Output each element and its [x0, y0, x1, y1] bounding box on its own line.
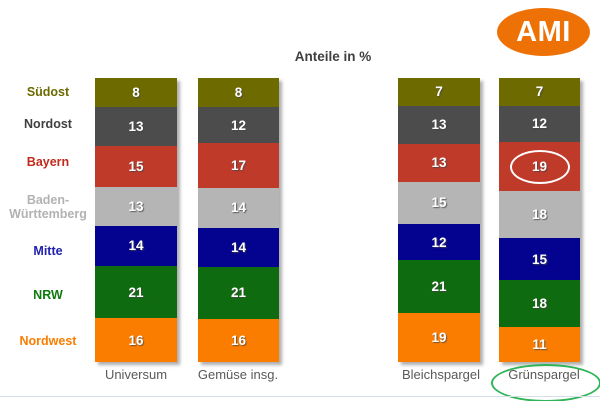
segment-value: 12 [431, 234, 447, 250]
segment-value: 21 [230, 285, 247, 301]
bar-segment-universum-nordost: 13 [95, 107, 177, 146]
bar-segment-gr-nspargel-mitte: 15 [499, 238, 580, 281]
ami-logo: AMI [497, 8, 590, 56]
segment-value: 12 [531, 116, 548, 132]
stacked-bar-bleichspargel: 7 13 13 15 12 21 19 [398, 78, 480, 362]
legend-label-baden-w-rttemberg: Baden-Württemberg [9, 193, 87, 222]
bar-segment-gem-se-insg-nordwest: 16 [198, 318, 279, 362]
bar-segment-gem-se-insg-baden-w-rttemberg: 14 [198, 187, 279, 228]
segment-value: 15 [431, 195, 447, 211]
legend-label-mitte: Mitte [33, 244, 63, 259]
category-label-universum: Universum [104, 367, 168, 382]
segment-value: 15 [128, 159, 144, 174]
bar-segment-gr-nspargel-nrw: 18 [499, 280, 580, 328]
segment-value: 18 [531, 207, 548, 223]
segment-value: 18 [531, 296, 548, 312]
segment-value: 11 [532, 337, 547, 353]
segment-value: 13 [128, 199, 144, 215]
region-labels: Südost Nordost Bayern Baden-Württemberg Mitt… [0, 78, 96, 362]
bottom-divider-line [0, 396, 600, 397]
segment-value: 16 [128, 332, 144, 348]
legend-label-nrw: NRW [33, 288, 63, 303]
bar-segment-universum-nordwest: 16 [95, 318, 177, 362]
segment-value: 14 [230, 200, 247, 216]
bar-segment-gr-nspargel-baden-w-rttemberg: 18 [499, 191, 580, 239]
bar-segment-gem-se-insg-s-dost: 8 [198, 78, 279, 108]
bar-segment-bleichspargel-s-dost: 7 [398, 78, 480, 106]
segment-value: 7 [435, 84, 443, 100]
bar-segment-bleichspargel-baden-w-rttemberg: 15 [398, 182, 480, 224]
bar-segment-gem-se-insg-mitte: 14 [198, 227, 279, 268]
legend-label-nordwest: Nordwest [19, 334, 77, 349]
segment-value: 13 [431, 117, 447, 133]
bar-segment-gem-se-insg-nrw: 21 [198, 267, 279, 319]
category-label-bleichspargel: Bleichspargel [401, 367, 481, 382]
chart-title: Anteile in % [294, 49, 372, 64]
segment-value: 16 [230, 332, 247, 348]
segment-value: 13 [431, 155, 447, 171]
bar-segment-universum-mitte: 14 [95, 225, 177, 266]
segment-value: 19 [531, 159, 548, 175]
stacked-bar-gr-nspargel: 7 12 19 18 15 18 11 [499, 78, 580, 362]
ami-logo-text: AMI [516, 15, 571, 48]
bar-segment-universum-s-dost: 8 [95, 78, 177, 108]
category-label-gem-se-insg: Gemüse insg. [197, 367, 279, 382]
bar-segment-gem-se-insg-bayern: 17 [198, 143, 279, 188]
stacked-bar-gem-se-insg: 8 12 17 14 14 21 16 [198, 78, 279, 362]
legend-label-bayern: Bayern [26, 155, 70, 170]
segment-value: 21 [431, 279, 447, 295]
segment-value: 8 [132, 85, 140, 101]
bar-segment-bleichspargel-bayern: 13 [398, 143, 480, 183]
circled-value-ellipse [509, 149, 570, 184]
bar-segment-universum-baden-w-rttemberg: 13 [95, 187, 177, 226]
segment-value: 14 [230, 239, 247, 255]
bar-segment-gr-nspargel-s-dost: 7 [499, 78, 580, 106]
segment-value: 21 [128, 284, 144, 300]
bar-segment-gr-nspargel-nordwest: 11 [499, 327, 580, 362]
legend-label-s-dost: Südost [26, 84, 70, 99]
segment-value: 8 [234, 85, 243, 101]
bar-segment-bleichspargel-nordwest: 19 [398, 312, 480, 362]
bar-segment-gem-se-insg-nordost: 12 [198, 107, 279, 144]
category-label-gr-nspargel: Grünspargel [508, 367, 580, 382]
bar-segment-gr-nspargel-bayern: 19 [499, 142, 580, 192]
legend-label-nordost: Nordost [24, 116, 72, 131]
segment-value: 17 [230, 158, 247, 174]
segment-value: 14 [128, 238, 144, 254]
bar-segment-gr-nspargel-nordost: 12 [499, 105, 580, 143]
stacked-bar-universum: 8 13 15 13 14 21 16 [95, 78, 177, 362]
bar-segment-bleichspargel-nordost: 13 [398, 105, 480, 144]
segment-value: 15 [531, 251, 548, 267]
bar-segment-bleichspargel-mitte: 12 [398, 223, 480, 261]
bar-segment-universum-nrw: 21 [95, 265, 177, 319]
segment-value: 13 [128, 118, 144, 134]
bar-segment-bleichspargel-nrw: 21 [398, 260, 480, 313]
segment-value: 7 [535, 84, 544, 100]
bar-segment-universum-bayern: 15 [95, 145, 177, 188]
segment-value: 19 [431, 329, 447, 345]
segment-value: 12 [230, 117, 247, 133]
